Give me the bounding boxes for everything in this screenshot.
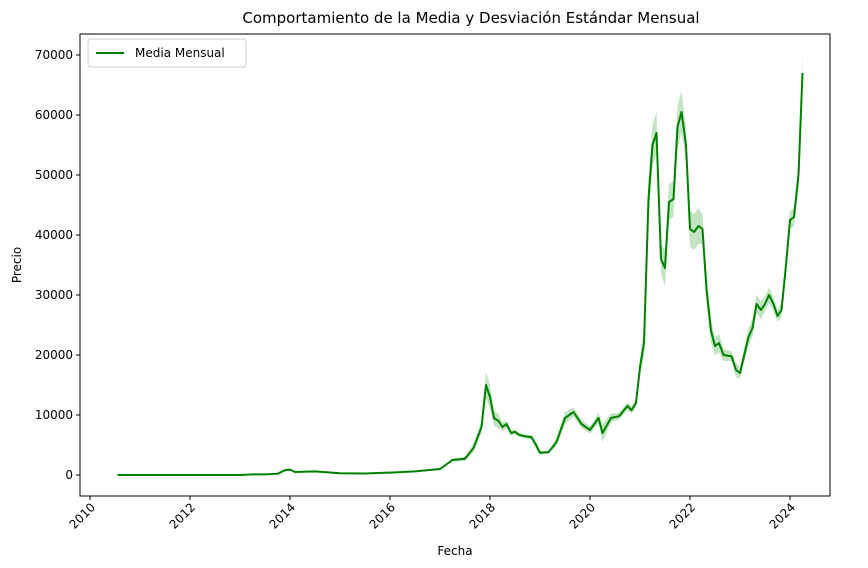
x-axis: 2010 2012 2014 2016 2018 2020 2022 2024 [67,496,798,532]
chart-title: Comportamiento de la Media y Desviación … [242,9,699,27]
x-tick-label: 2016 [367,500,398,531]
y-tick-label: 10000 [35,408,73,422]
x-tick-label: 2014 [267,500,298,531]
y-tick-label: 60000 [35,108,73,122]
y-axis-label: Precio [10,247,24,283]
x-tick-label: 2020 [567,500,598,531]
plot-frame [79,33,831,497]
y-tick-label: 30000 [35,288,73,302]
x-tick-label: 2010 [67,500,98,531]
y-tick-label: 70000 [35,48,73,62]
legend: Media Mensual [87,38,247,68]
plot-area [117,55,804,476]
y-tick-label: 20000 [35,348,73,362]
x-tick-label: 2024 [767,500,798,531]
y-tick-label: 40000 [35,228,73,242]
x-tick-label: 2018 [467,500,498,531]
series-line-media-mensual [117,72,804,476]
legend-box [87,38,247,68]
y-axis: 0 10000 20000 30000 40000 50000 60000 70000 [35,48,80,482]
y-tick-label: 0 [65,468,73,482]
std-band [117,55,803,475]
y-tick-label: 50000 [35,168,73,182]
x-axis-label: Fecha [437,544,472,558]
x-tick-label: 2022 [667,500,698,531]
legend-label-media-mensual: Media Mensual [135,46,225,60]
x-tick-label: 2012 [167,500,198,531]
